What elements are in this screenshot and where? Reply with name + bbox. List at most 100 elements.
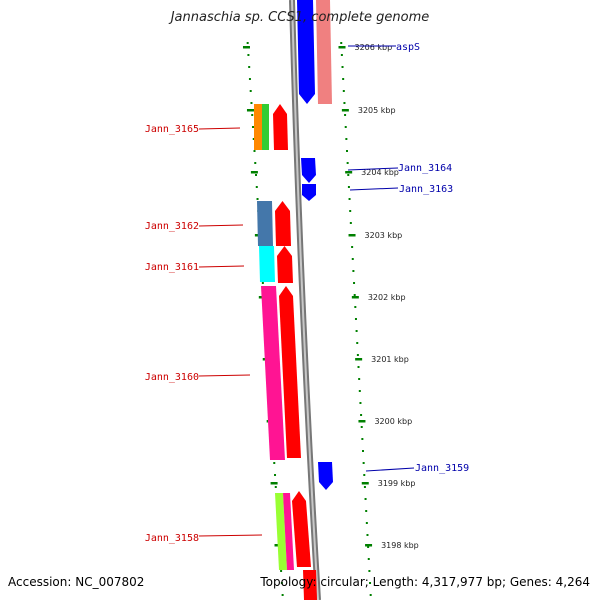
gene-label-Jann_3158[interactable]: Jann_3158 [145, 533, 199, 544]
minor-tick [253, 150, 256, 152]
gene-label-Jann_3160[interactable]: Jann_3160 [145, 372, 199, 383]
minor-tick [353, 282, 356, 284]
scale-label: 3199 kbp [378, 479, 416, 488]
minor-tick [340, 54, 343, 56]
minor-tick [281, 594, 284, 596]
gene-label-Jann_3162[interactable]: Jann_3162 [145, 221, 199, 232]
minor-tick [251, 126, 254, 128]
minor-tick [358, 378, 361, 380]
gene-label-Jann_3165[interactable]: Jann_3165 [145, 124, 199, 135]
minor-tick [250, 102, 253, 104]
minor-tick [363, 486, 366, 488]
major-tick [345, 171, 353, 174]
gene-Jann_3160-bar [261, 286, 285, 460]
gene-label-Jann_3161[interactable]: Jann_3161 [145, 262, 199, 273]
major-tick [355, 358, 363, 361]
gene-leader-line [365, 467, 415, 472]
gene-Jann_3165-bar-secondary [262, 104, 269, 150]
minor-tick [362, 462, 365, 464]
gene-Jann_3162-bar [257, 201, 273, 246]
minor-tick [274, 474, 277, 476]
gene-leader-line [198, 127, 241, 130]
minor-tick [360, 414, 363, 416]
gene-aspS-arrow [297, 0, 315, 104]
gene-leader-line [198, 374, 251, 377]
minor-tick [246, 42, 249, 44]
minor-tick [367, 546, 370, 548]
minor-tick [351, 258, 354, 260]
minor-tick [249, 90, 252, 92]
topology-label: Topology: circular; Length: 4,317,977 bp… [260, 575, 590, 589]
minor-tick [342, 78, 345, 80]
minor-tick [367, 558, 370, 560]
gene-Jann_3165-bar [254, 104, 262, 150]
minor-tick [252, 138, 255, 140]
minor-tick [248, 66, 251, 68]
forward-arrow-3158 [292, 491, 311, 567]
minor-tick [365, 522, 368, 524]
scale-label: 3205 kbp [358, 106, 396, 115]
minor-tick [247, 54, 250, 56]
minor-tick [251, 114, 254, 116]
map-title: Jannaschia sp. CCS1, complete genome [170, 10, 430, 25]
minor-tick [363, 474, 366, 476]
major-tick [351, 296, 359, 299]
minor-tick [340, 42, 343, 44]
gene-label-aspS[interactable]: aspS [396, 42, 420, 53]
gene-leader-line [198, 534, 263, 537]
gene-leader-line [347, 167, 399, 171]
major-tick [361, 482, 369, 485]
minor-tick [359, 402, 362, 404]
gene-label-Jann_3164[interactable]: Jann_3164 [398, 163, 452, 174]
minor-tick [280, 570, 283, 572]
minor-tick [344, 114, 347, 116]
gene-features [254, 0, 333, 600]
minor-tick [348, 198, 351, 200]
gene-label-Jann_3159[interactable]: Jann_3159 [415, 463, 469, 474]
minor-tick [351, 246, 354, 248]
forward-arrow-3162 [275, 201, 291, 246]
scale-label: 3202 kbp [368, 293, 406, 302]
minor-tick [342, 90, 345, 92]
minor-tick [365, 510, 368, 512]
minor-tick [273, 462, 276, 464]
gene-Jann_3163-arrow [302, 184, 316, 201]
minor-tick [248, 78, 251, 80]
minor-tick [349, 210, 352, 212]
gene-leader-line [198, 224, 244, 227]
minor-tick [346, 162, 349, 164]
major-tick [250, 171, 258, 174]
forward-arrow-3165 [273, 104, 288, 150]
major-tick [358, 420, 366, 423]
scale-label: 3204 kbp [361, 168, 399, 177]
minor-tick [346, 150, 348, 152]
minor-tick [361, 438, 364, 440]
minor-tick [360, 426, 363, 428]
minor-tick [364, 498, 367, 500]
scale-label: 3198 kbp [381, 541, 419, 550]
minor-tick [261, 282, 264, 284]
genome-backbone [289, 0, 321, 600]
minor-tick [345, 138, 348, 140]
minor-tick [362, 450, 364, 452]
minor-tick [357, 366, 360, 368]
gene-Jann_3159-arrow [318, 462, 333, 490]
major-tick [338, 46, 346, 49]
minor-tick [356, 342, 359, 344]
minor-tick [354, 318, 357, 320]
rna-gene-bar [316, 0, 332, 104]
gene-Jann_3161-bar [259, 246, 275, 282]
minor-tick [341, 66, 344, 68]
minor-tick [366, 534, 369, 536]
minor-tick [356, 354, 359, 356]
major-tick [348, 234, 356, 237]
minor-tick [256, 198, 259, 200]
major-tick [270, 482, 278, 485]
minor-tick [344, 126, 347, 128]
gene-label-Jann_3163[interactable]: Jann_3163 [399, 184, 453, 195]
minor-tick [255, 174, 258, 176]
major-tick [246, 109, 254, 112]
minor-tick [352, 270, 355, 272]
minor-tick [254, 162, 257, 164]
